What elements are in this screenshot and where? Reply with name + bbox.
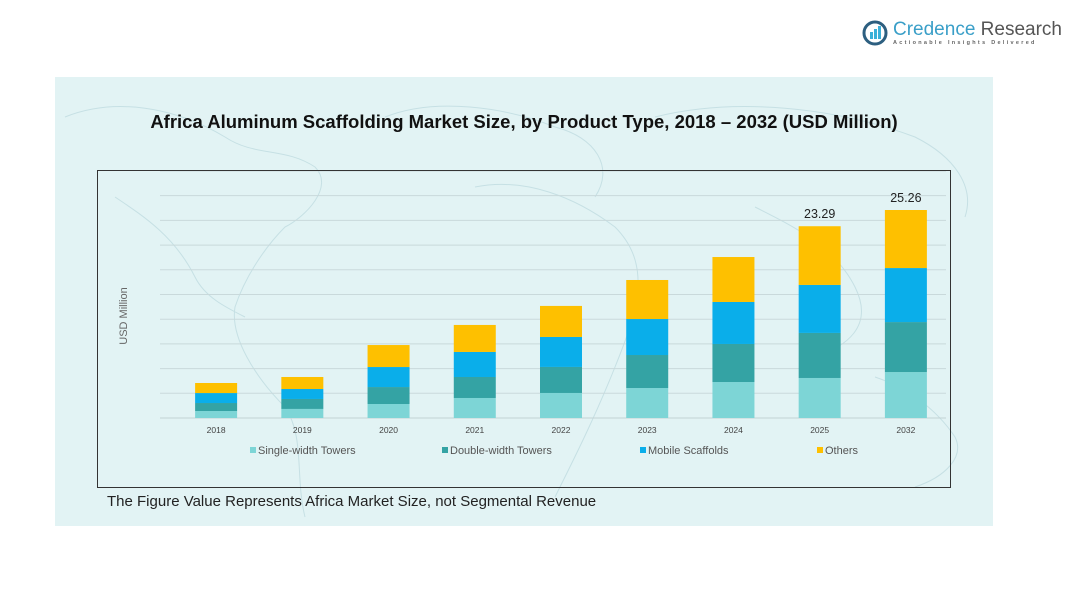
x-tick-label: 2020 [379,425,398,435]
bar-segment-others-2032 [884,210,927,269]
bar-segment-single-width-towers-2020 [367,404,410,418]
bar-stack-2032 [884,210,927,418]
bar-segment-others-2019 [281,376,324,390]
y-axis-label: USD Million [118,287,130,344]
x-tick-labels: 2018 2019 2020 2021 2022 2023 2024 2025 2032 [207,425,916,435]
bar-segment-others-2024 [712,257,755,302]
bar-segment-others-2021 [453,324,496,352]
bar-stack-2019 [281,376,324,418]
brand-logo: Credence Research Actionable Insights De… [862,20,1062,47]
bar-stack-2022 [540,305,582,418]
brand-name-part2: Research [975,19,1062,40]
data-labels: 23.29 25.26 [804,191,922,221]
bar-stack-2023 [626,279,669,418]
bar-segment-mobile-scaffolds-2032 [884,268,927,323]
bar-segment-single-width-towers-2025 [798,377,841,418]
legend-swatch [442,447,448,453]
bar-segment-double-width-towers-2020 [367,387,410,405]
x-tick-label: 2021 [465,425,484,435]
legend-item: Others [817,445,859,457]
bar-segment-double-width-towers-2025 [798,332,841,378]
legend-item: Mobile Scaffolds [640,445,729,457]
legend-item: Double-width Towers [442,445,552,457]
legend: Single-width Towers Double-width Towers Mo… [250,445,859,457]
bar-segment-mobile-scaffolds-2022 [540,336,582,367]
data-label: 23.29 [804,207,835,221]
bar-stack-2025 [798,226,841,418]
bar-segment-mobile-scaffolds-2019 [281,389,324,399]
bar-segment-mobile-scaffolds-2024 [712,301,755,344]
brand-name: Credence Research [893,20,1062,39]
logo-chart-icon [862,20,888,46]
legend-swatch [817,447,823,453]
x-tick-label: 2032 [896,425,915,435]
bar-segment-mobile-scaffolds-2020 [367,367,410,388]
bar-segment-others-2025 [798,226,841,285]
legend-label: Mobile Scaffolds [648,445,729,457]
bar-segment-double-width-towers-2019 [281,398,324,409]
bars [195,210,927,418]
bar-segment-single-width-towers-2032 [884,372,927,418]
data-label: 25.26 [890,191,921,205]
bar-segment-double-width-towers-2022 [540,366,582,393]
x-tick-label: 2024 [724,425,743,435]
chart-frame: USD Million 2018 2019 2020 2021 2022 2023 2024… [97,170,951,488]
bar-segment-double-width-towers-2021 [453,376,496,398]
bar-segment-mobile-scaffolds-2018 [195,393,238,404]
bar-stack-2020 [367,345,410,418]
brand-tagline: Actionable Insights Delivered [893,40,1037,46]
x-tick-label: 2019 [293,425,312,435]
bar-segment-mobile-scaffolds-2025 [798,284,841,333]
bar-segment-single-width-towers-2023 [626,388,669,418]
x-tick-label: 2025 [810,425,829,435]
bar-segment-mobile-scaffolds-2021 [453,351,496,377]
bar-segment-double-width-towers-2032 [884,322,927,373]
bar-segment-single-width-towers-2024 [712,382,755,418]
x-tick-label: 2018 [207,425,226,435]
bar-segment-others-2020 [367,345,410,368]
legend-swatch [640,447,646,453]
bar-segment-mobile-scaffolds-2023 [626,319,669,356]
bar-segment-double-width-towers-2024 [712,343,755,383]
bar-segment-double-width-towers-2018 [195,403,238,412]
bar-segment-single-width-towers-2019 [281,408,324,418]
chart-panel: Africa Aluminum Scaffolding Market Size,… [55,77,993,526]
bar-segment-others-2023 [626,279,669,320]
bar-segment-single-width-towers-2018 [195,411,238,418]
bar-stack-2024 [712,257,755,418]
legend-swatch [250,447,256,453]
bar-stack-2018 [195,383,238,418]
bar-segment-single-width-towers-2022 [540,392,582,418]
x-tick-label: 2022 [552,425,571,435]
legend-item: Single-width Towers [250,445,356,457]
bar-segment-others-2018 [195,383,238,394]
legend-label: Double-width Towers [450,445,552,457]
bar-segment-others-2022 [540,305,582,337]
chart-title: Africa Aluminum Scaffolding Market Size,… [150,111,898,132]
legend-label: Single-width Towers [258,445,356,457]
x-tick-label: 2023 [638,425,657,435]
brand-name-part1: Credence [893,19,976,40]
footnote: The Figure Value Represents Africa Marke… [107,493,597,510]
stacked-bar-chart: USD Million 2018 2019 2020 2021 2022 2023 2024… [118,170,946,457]
bar-stack-2021 [453,324,496,418]
legend-label: Others [825,445,859,457]
bar-segment-single-width-towers-2021 [453,397,496,418]
bar-segment-double-width-towers-2023 [626,355,669,389]
